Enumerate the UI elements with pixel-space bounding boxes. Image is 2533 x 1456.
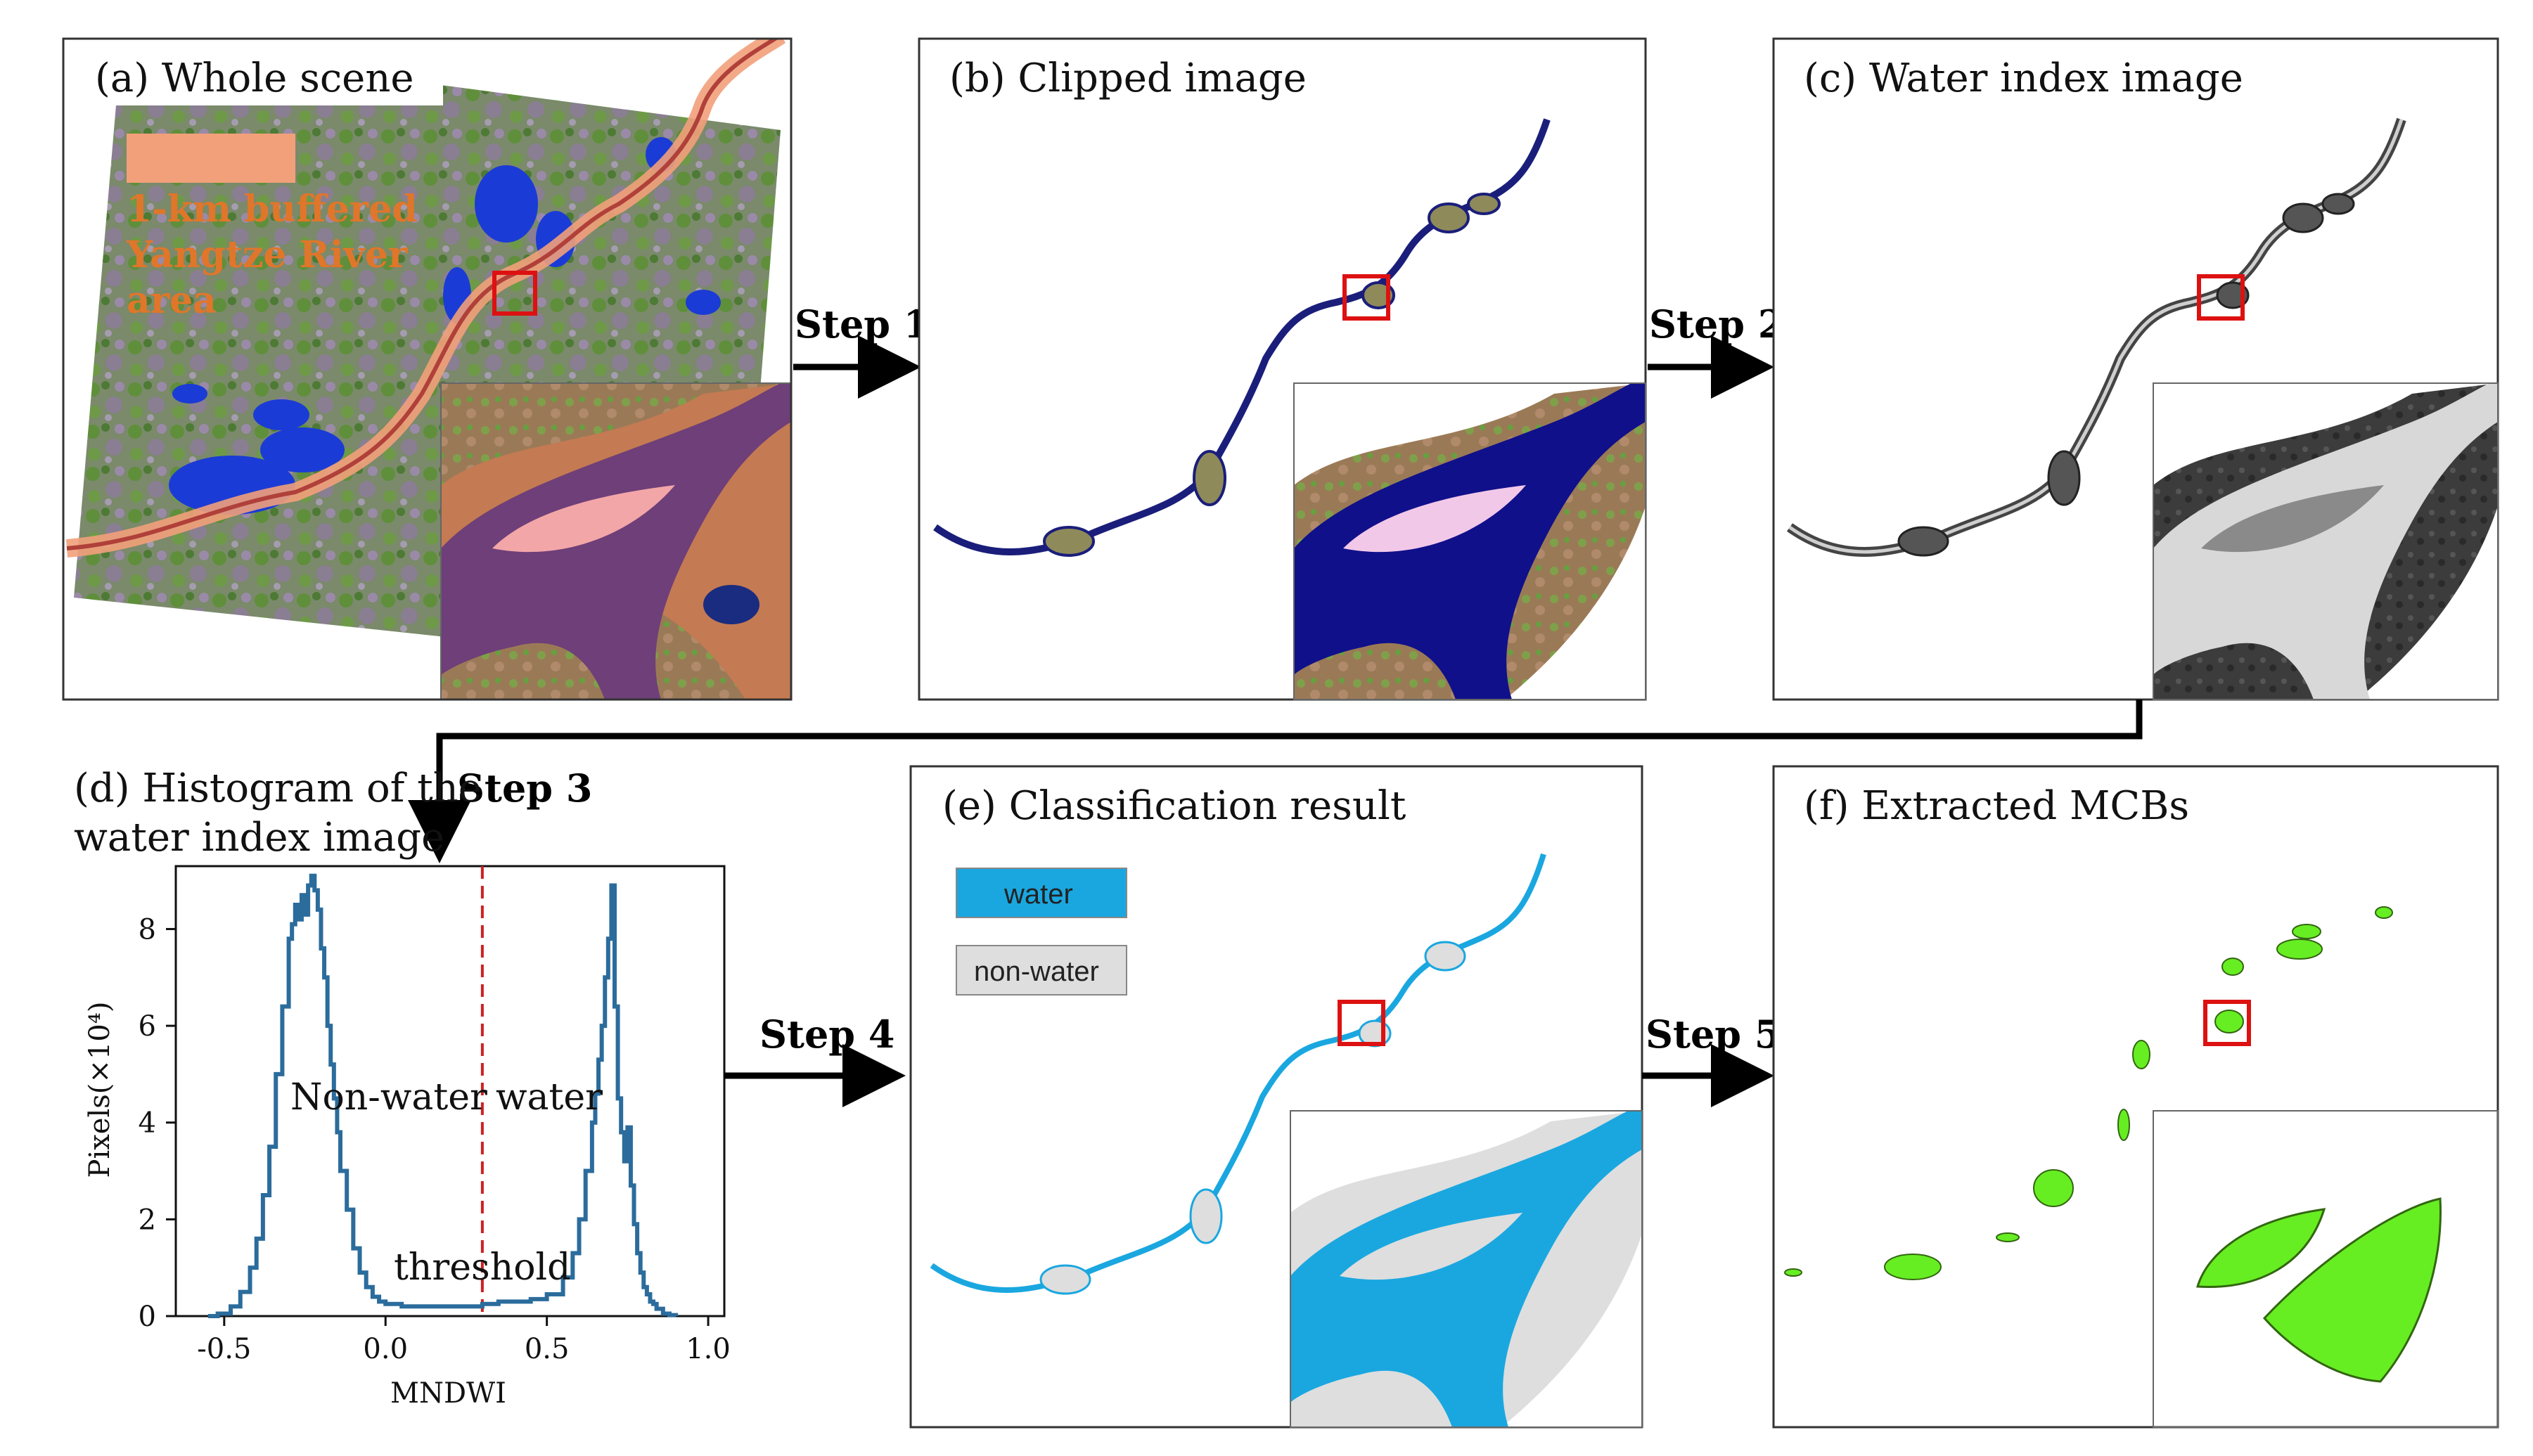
panel-e-inset: [1290, 1111, 1642, 1427]
legend-water-label: water: [1003, 879, 1073, 910]
legend-line-3: area: [127, 279, 217, 322]
y-axis-label: Pixels(×10⁴): [84, 1002, 116, 1178]
x-tick-label: 0.5: [525, 1333, 570, 1365]
x-tick-label: 0.0: [363, 1333, 408, 1365]
mcb-left: [2196, 1208, 2326, 1288]
panel-b-inset-border: [1293, 382, 1646, 700]
panel-c-inset-border: [2153, 382, 2499, 700]
legend-line-1: 1-km buffered: [127, 188, 418, 231]
panel-f-highlight-box: [2203, 1000, 2251, 1046]
y-tick-label: 6: [139, 1010, 156, 1043]
y-tick-label: 4: [139, 1107, 156, 1140]
y-tick-label: 0: [139, 1301, 156, 1333]
legend-nonwater-label: non-water: [974, 956, 1099, 987]
panel-a-inset: [441, 383, 791, 700]
step-3-label: Step 3: [457, 766, 592, 811]
legend-line-2: Yangtze River: [126, 233, 408, 276]
step-1: Step 1: [793, 302, 930, 399]
panel-a: 1-km buffered Yangtze River area (a) Who…: [62, 37, 793, 701]
panel-c-title: (c) Water index image: [1804, 56, 2243, 101]
panel-c: (c) Water index image: [1772, 37, 2499, 701]
histogram-frame: [174, 865, 726, 1318]
step-5-label: Step 5: [1646, 1012, 1781, 1057]
annotation-threshold: threshold: [394, 1246, 570, 1289]
y-tick-label: 2: [139, 1204, 156, 1236]
classified-bars: [1039, 941, 1466, 1295]
histogram-line: [207, 873, 679, 1318]
panel-d-title-line2: water index image: [74, 815, 444, 861]
panel-d-title-line1: (d) Histogram of the: [74, 766, 482, 811]
step-4: Step 4: [724, 1012, 906, 1107]
x-tick-label: -0.5: [197, 1333, 251, 1365]
panel-e-inset-border: [1290, 1110, 1643, 1428]
panel-a-title: (a) Whole scene: [95, 56, 414, 101]
y-tick-label: 8: [139, 913, 156, 946]
panel-f-inset: [2196, 1197, 2442, 1383]
panel-a-highlight-box: [492, 271, 537, 316]
legend-water-swatch: [956, 868, 1127, 918]
panel-c-inset: [2153, 383, 2498, 700]
legend-nonwater-swatch: [956, 945, 1127, 996]
panel-e-title: (e) Classification result: [942, 783, 1406, 829]
panel-e: (e) Classification result water non-wate…: [909, 765, 1643, 1429]
step-5: Step 5: [1642, 1012, 1781, 1107]
panel-f: (f) Extracted MCBs: [1772, 765, 2499, 1429]
panel-c-highlight-box: [2197, 274, 2245, 321]
step-4-label: Step 4: [759, 1012, 894, 1057]
step-2: Step 2: [1648, 302, 1784, 399]
step-1-label: Step 1: [795, 302, 930, 347]
mcb-right: [2262, 1197, 2442, 1383]
panel-e-highlight-box: [1338, 1000, 1385, 1046]
panel-b-inset: [1294, 383, 1646, 700]
clipped-bars: [1043, 193, 1501, 557]
x-axis-label: MNDWI: [390, 1377, 506, 1410]
step-2-label: Step 2: [1649, 302, 1784, 347]
panel-b: (b) Clipped image: [918, 37, 1647, 701]
panel-b-highlight-box: [1342, 274, 1390, 321]
histogram-chart: -0.5 0.0 0.5 1.0 0 2 4 6 8 Non-water water thres…: [84, 865, 731, 1410]
river-line: [66, 39, 779, 550]
annotation-non-water: Non-water: [290, 1076, 487, 1119]
legend-swatch: [127, 134, 295, 183]
histogram-ticks: -0.5 0.0 0.5 1.0 0 2 4 6 8: [139, 913, 731, 1365]
annotation-water: water: [496, 1076, 603, 1119]
step-3: Step 3: [408, 700, 2143, 863]
x-tick-label: 1.0: [686, 1333, 731, 1365]
panel-b-title: (b) Clipped image: [949, 56, 1307, 101]
panel-f-inset-border: [2153, 1110, 2499, 1428]
panel-f-title: (f) Extracted MCBs: [1804, 783, 2189, 829]
extracted-mcbs: [1784, 906, 2393, 1280]
panel-d: (d) Histogram of the water index image -…: [74, 766, 731, 1410]
panel-a-inset-border: [440, 382, 791, 700]
